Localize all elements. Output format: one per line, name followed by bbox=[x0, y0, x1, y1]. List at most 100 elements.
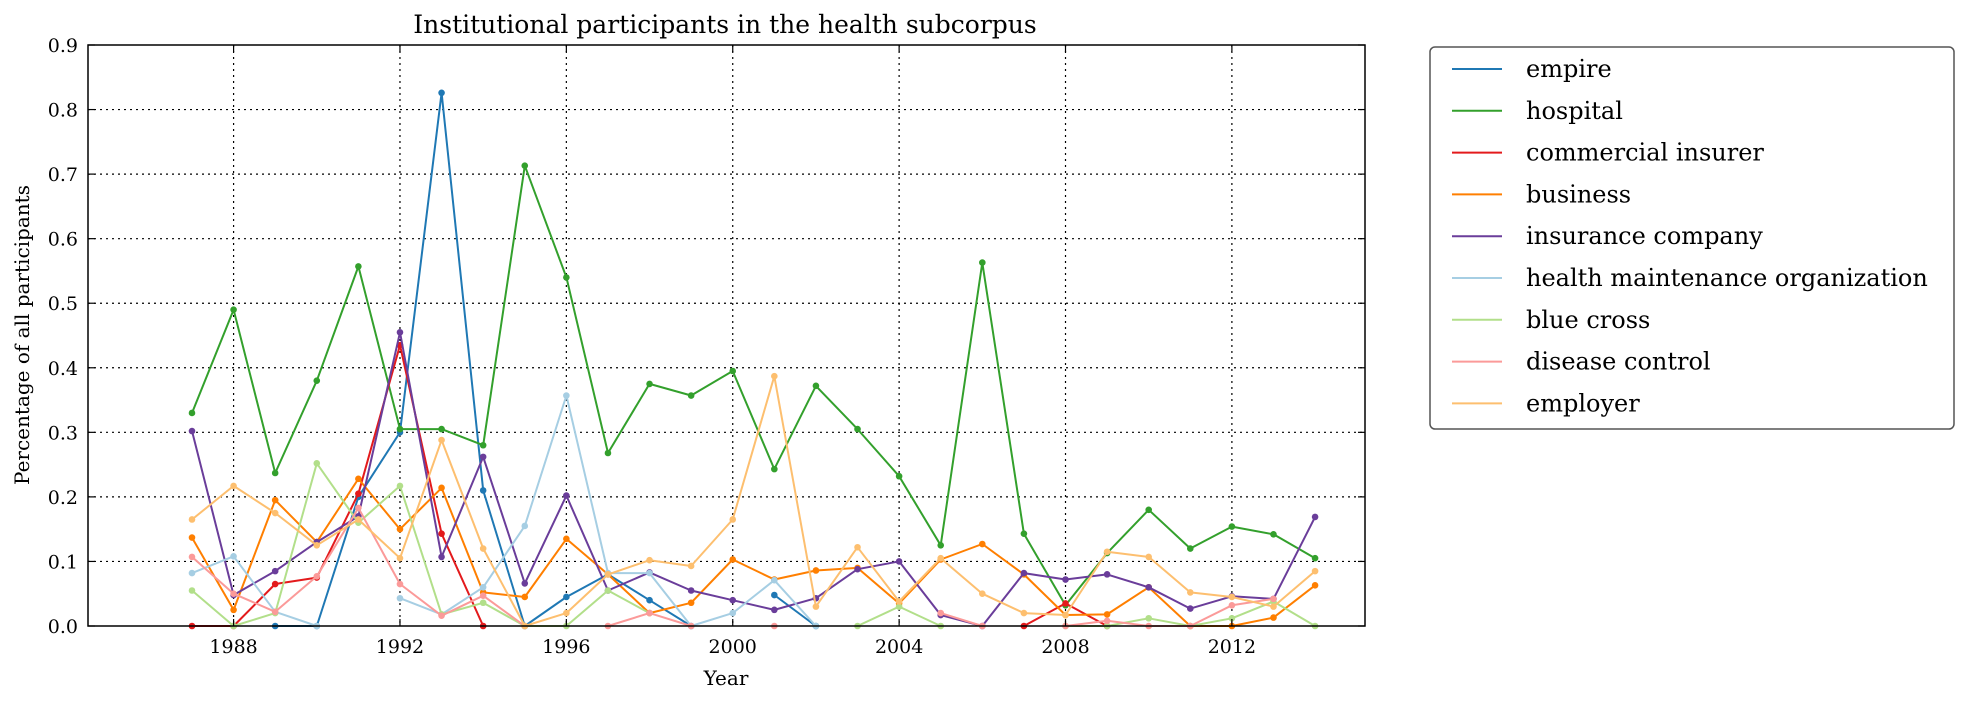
data-point bbox=[521, 522, 529, 530]
grid bbox=[88, 45, 1365, 626]
data-point bbox=[895, 472, 903, 480]
data-point bbox=[687, 599, 695, 607]
data-point bbox=[1270, 531, 1277, 538]
data-point bbox=[1311, 582, 1319, 589]
series-line bbox=[940, 612, 983, 627]
series-line bbox=[192, 344, 485, 627]
data-point bbox=[271, 509, 279, 517]
data-point bbox=[438, 89, 445, 97]
data-point bbox=[1020, 530, 1028, 537]
y-tick-label: 0.0 bbox=[48, 616, 78, 638]
data-point bbox=[479, 453, 487, 461]
data-point bbox=[271, 496, 279, 504]
y-tick-label: 0.7 bbox=[48, 164, 78, 186]
legend-items: empire hospital commercial insurer business… bbox=[1452, 55, 1928, 417]
data-point bbox=[1062, 600, 1069, 607]
data-point bbox=[479, 592, 487, 599]
data-point bbox=[479, 599, 487, 607]
data-point bbox=[1270, 595, 1277, 603]
data-point bbox=[1020, 609, 1028, 617]
data-point bbox=[604, 571, 612, 578]
data-point bbox=[563, 492, 570, 499]
data-point bbox=[895, 598, 903, 605]
data-point bbox=[729, 556, 737, 563]
data-point bbox=[438, 553, 445, 561]
data-point bbox=[895, 603, 903, 610]
data-point bbox=[1228, 602, 1236, 609]
series-empire bbox=[271, 89, 820, 630]
data-point bbox=[313, 542, 321, 549]
data-point bbox=[271, 608, 279, 616]
series-line bbox=[191, 462, 650, 627]
legend-label: business bbox=[1526, 180, 1631, 208]
data-point bbox=[1270, 614, 1277, 621]
ticks: 1988 1992 1996 2000 2004 2008 2012 0.0 0.1 0.2 0.3… bbox=[48, 35, 1365, 658]
data-point bbox=[1228, 523, 1236, 530]
data-point bbox=[188, 516, 196, 523]
data-point bbox=[563, 535, 570, 543]
legend-label: disease control bbox=[1526, 348, 1711, 376]
data-point bbox=[1311, 554, 1319, 562]
data-point bbox=[1062, 576, 1069, 583]
y-tick-label: 0.5 bbox=[48, 293, 78, 315]
series-line bbox=[191, 477, 1316, 627]
data-point bbox=[355, 263, 362, 270]
data-point bbox=[396, 580, 404, 588]
data-point bbox=[438, 612, 445, 619]
data-point bbox=[355, 490, 362, 497]
data-point bbox=[479, 487, 487, 494]
data-point bbox=[604, 587, 612, 594]
data-point bbox=[646, 596, 653, 604]
legend-label: commercial insurer bbox=[1526, 139, 1764, 167]
data-point bbox=[396, 328, 404, 336]
x-tick-label: 1988 bbox=[209, 636, 257, 658]
series-line bbox=[773, 594, 817, 627]
data-point bbox=[355, 516, 362, 523]
plot-frame bbox=[87, 44, 1366, 627]
y-tick-label: 0.4 bbox=[48, 358, 78, 380]
data-point bbox=[729, 516, 737, 523]
data-point bbox=[687, 562, 695, 570]
data-point bbox=[271, 469, 279, 477]
data-point bbox=[521, 593, 529, 601]
data-point bbox=[1103, 571, 1111, 578]
data-point bbox=[230, 306, 237, 313]
y-axis-label: Percentage of all participants bbox=[10, 185, 34, 485]
data-point bbox=[188, 587, 196, 594]
data-point bbox=[438, 484, 445, 492]
data-point bbox=[979, 259, 986, 266]
data-point bbox=[771, 606, 778, 614]
data-point bbox=[188, 534, 196, 541]
series-group bbox=[188, 89, 1319, 630]
data-point bbox=[355, 504, 362, 512]
data-point bbox=[1186, 589, 1194, 596]
legend-label: blue cross bbox=[1526, 306, 1650, 334]
data-point bbox=[1145, 614, 1153, 622]
data-point bbox=[313, 377, 321, 384]
data-point bbox=[479, 441, 487, 449]
data-point bbox=[1228, 614, 1236, 622]
data-point bbox=[729, 596, 737, 604]
data-point bbox=[396, 525, 404, 533]
data-point bbox=[771, 372, 778, 380]
y-tick-label: 0.6 bbox=[48, 229, 78, 251]
data-point bbox=[521, 580, 529, 587]
series-line bbox=[191, 331, 1316, 627]
data-point bbox=[771, 591, 778, 599]
data-point bbox=[313, 572, 321, 580]
legend: empire hospital commercial insurer business… bbox=[1429, 46, 1955, 430]
series-line bbox=[191, 555, 318, 627]
x-axis-label: Year bbox=[703, 666, 749, 690]
data-point bbox=[937, 609, 945, 617]
data-point bbox=[1145, 583, 1153, 591]
data-point bbox=[979, 590, 986, 598]
legend-label: employer bbox=[1526, 389, 1640, 417]
y-tick-label: 0.8 bbox=[48, 100, 78, 122]
data-point bbox=[895, 558, 903, 565]
data-point bbox=[687, 587, 695, 594]
data-point bbox=[230, 606, 237, 614]
data-point bbox=[230, 552, 237, 560]
y-tick-label: 0.9 bbox=[48, 35, 78, 57]
series-line bbox=[191, 164, 1316, 607]
data-point bbox=[438, 530, 445, 537]
